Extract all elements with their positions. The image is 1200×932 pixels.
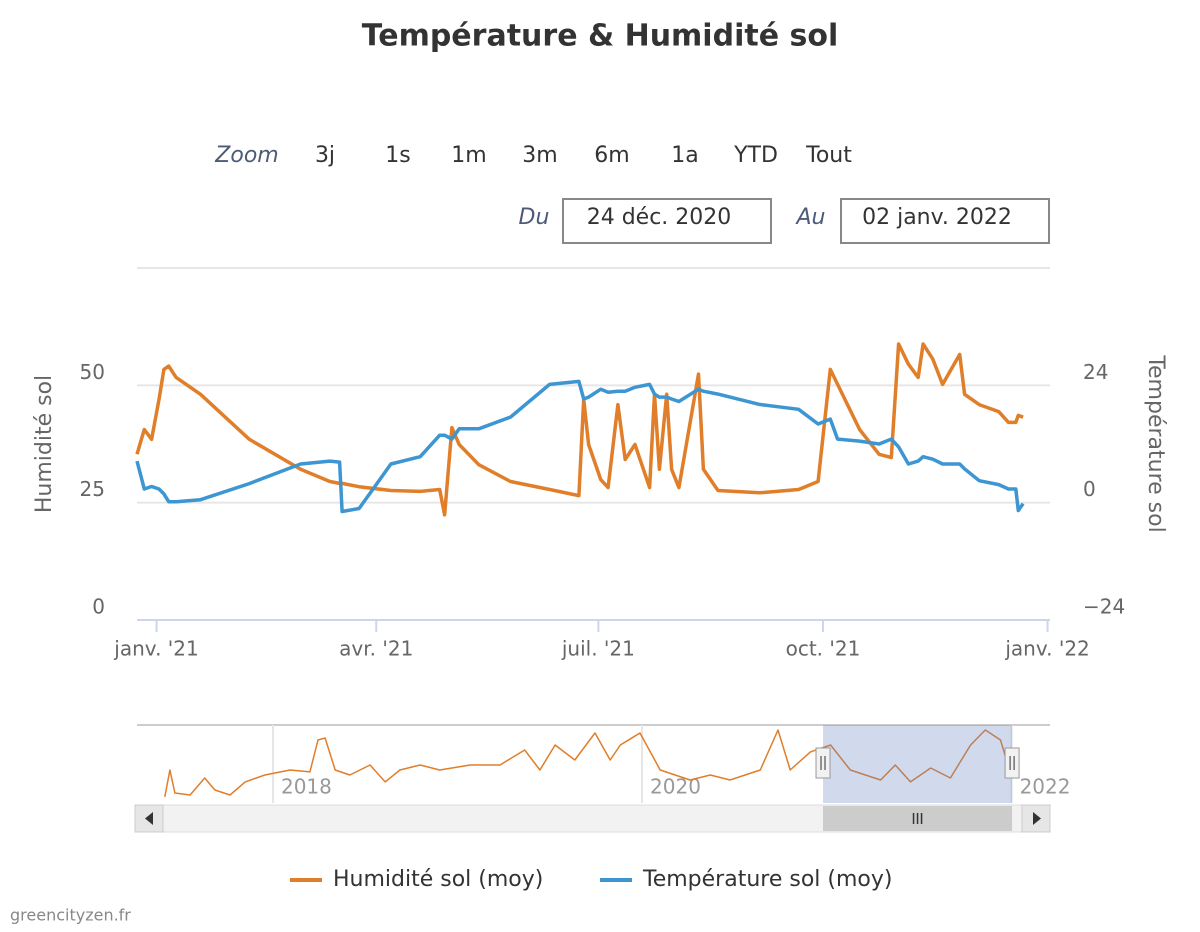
legend-label[interactable]: Température sol (moy) [642,867,892,892]
y-tick-label: 50 [80,360,105,384]
x-tick-label: juil. '21 [561,637,635,661]
navigator-tick-label: 2018 [281,775,332,799]
navigator-line [164,729,1008,798]
navigator-tick-label: 2022 [1020,775,1071,799]
zoom-button[interactable]: 1a [671,143,698,168]
y2-axis-title: Température sol [1143,354,1168,532]
y-axis-title: Humidité sol [32,375,57,513]
y-tick-label: 25 [80,477,105,501]
from-date: 24 déc. 2020 [587,205,732,230]
x-tick-label: janv. '21 [113,637,198,661]
navigator-mask [823,725,1013,803]
y2-tick-label: −24 [1083,595,1125,619]
from-label: Du [519,205,550,230]
x-tick-label: janv. '22 [1004,637,1089,661]
navigator-tick-label: 2020 [650,775,701,799]
zoom-button[interactable]: YTD [733,143,778,168]
arrow-right [1033,812,1041,825]
zoom-button[interactable]: 3j [315,143,335,168]
navigator-handle[interactable] [1004,747,1020,779]
handle-grip [820,756,826,770]
x-tick-label: avr. '21 [339,637,413,661]
legend-label[interactable]: Humidité sol (moy) [333,867,543,892]
arrow-left [145,812,153,825]
series-line [135,379,1025,514]
zoom-button[interactable]: 1s [385,143,410,168]
zoom-button[interactable]: 1m [451,143,486,168]
scrollbar-grip [912,813,923,824]
chart-title: Température & Humidité sol [362,19,838,54]
to-input[interactable] [840,198,1050,244]
y2-tick-label: 0 [1083,477,1096,501]
zoom-label: Zoom [214,143,278,168]
x-tick-label: oct. '21 [786,637,861,661]
navigator-handle[interactable] [815,747,831,779]
y2-tick-label: 24 [1083,360,1108,384]
from-input[interactable] [562,198,772,244]
to-label: Au [795,205,826,230]
zoom-button[interactable]: Tout [805,143,852,168]
series-line [135,342,1024,517]
y-tick-label: 0 [92,595,105,619]
zoom-button[interactable]: 3m [522,143,557,168]
credits: greencityzen.fr [10,906,131,925]
handle-grip [1009,756,1015,770]
zoom-button[interactable]: 6m [594,143,629,168]
to-date: 02 janv. 2022 [862,205,1012,230]
